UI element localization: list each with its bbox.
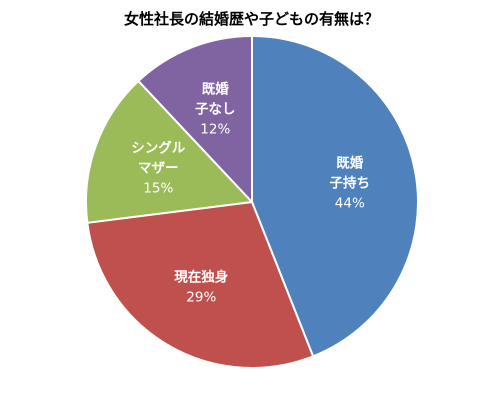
pie-slice-1: [86, 201, 315, 369]
pie-slice-label-line: 既婚: [336, 154, 363, 171]
pie-slice-percent: 29%: [186, 290, 216, 306]
pie-slice-3: [137, 35, 253, 203]
pie-slice-label-line: 現在独身: [174, 269, 228, 286]
pie-slice-percent: 12%: [200, 121, 230, 137]
pie-slice-percent: 15%: [143, 180, 173, 196]
pie-slices: [85, 35, 419, 369]
pie-slice-label-line: マザー: [138, 160, 179, 176]
chart-title: 女性社長の結婚歴や子どもの有無は？: [123, 10, 379, 28]
pie-slice-0: [251, 35, 419, 358]
pie-slice-2: [85, 79, 253, 224]
pie-slice-label-1: 現在独身 29%: [174, 269, 228, 306]
pie-slice-label-line: 子持ち: [330, 174, 371, 191]
pie-slice-percent: 44%: [335, 195, 365, 211]
pie-slice-label-line: 既婚: [202, 80, 229, 97]
pie-slice-label-line: 子なし: [195, 101, 236, 117]
pie-slice-label-line: シングル: [131, 139, 185, 156]
